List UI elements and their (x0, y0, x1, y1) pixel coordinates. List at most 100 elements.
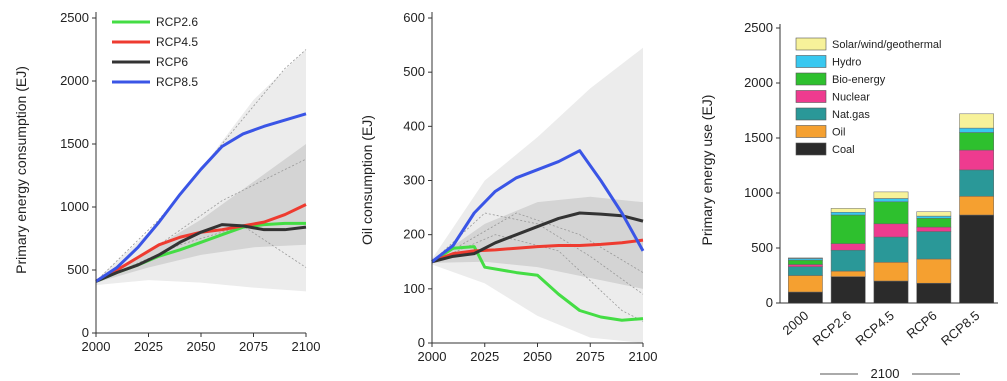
series-line-rcp8-5 (95, 112, 307, 283)
range-band-2 (432, 196, 643, 289)
y-tick-label: 1000 (60, 199, 89, 214)
x-tick-label: 2075 (239, 339, 268, 354)
x-tick-label: 2025 (134, 339, 163, 354)
legend-label: RCP2.6 (156, 15, 198, 29)
bar-segment-coal (959, 214, 994, 304)
bar-segment-nat-gas (916, 231, 952, 260)
bar-segment-solar-wind-geothermal (788, 257, 823, 259)
legend-swatch (795, 107, 827, 121)
y-axis-label: Primary energy use (EJ) (699, 95, 715, 246)
y-tick-label: 2000 (60, 73, 89, 88)
legend-label: RCP4.5 (156, 35, 198, 49)
x-tick-label: 2075 (576, 349, 605, 364)
legend-label: Nat.gas (832, 109, 870, 121)
bar-segment-coal (873, 280, 909, 304)
x-tick-label: 2050 (523, 349, 552, 364)
bar-segment-oil (959, 196, 994, 216)
series-lines (95, 112, 307, 283)
series-line-rcp2-6 (431, 245, 644, 322)
x-tick-label: RCP8.5 (938, 308, 983, 349)
axes: 0 100 200 300 400 500 600 2000 2025 2050 2075 2100 (403, 10, 657, 364)
bar-segment-nat-gas (788, 266, 823, 276)
axes: 0 500 1000 1500 2000 2500 2000 2025 2050 2075 2100 (60, 10, 320, 354)
bar-segment-coal (788, 291, 823, 304)
y-tick-label: 0 (766, 295, 773, 310)
legend-label: RCP6 (156, 55, 188, 69)
legend-swatch (795, 55, 827, 68)
y-tick-label: 400 (403, 118, 425, 133)
bar-segment-nat-gas (959, 169, 994, 197)
bar-segment-solar-wind-geothermal (830, 208, 866, 213)
bar-segment-nuclear (788, 264, 823, 267)
bar-segment-nuclear (959, 149, 994, 171)
y-tick-label: 500 (751, 240, 773, 255)
legend: RCP2.6 RCP4.5 RCP6 RCP8.5 (112, 15, 198, 89)
series-line-rcp6 (95, 223, 307, 283)
legend-label: Solar/wind/geothermal (832, 39, 941, 51)
group-label: 2100 (820, 366, 960, 381)
legend-swatch (795, 72, 827, 86)
x-tick-label: 2000 (82, 339, 111, 354)
scenario-trace-1 (431, 212, 644, 295)
primary-energy-chart: 0 500 1000 1500 2000 2500 2000 2025 2050 2075 2100… (13, 10, 320, 354)
legend-label: Oil (832, 127, 845, 139)
bar-segment-bio-energy (916, 218, 952, 228)
bar-segment-nat-gas (873, 236, 909, 263)
bar-segment-hydro (916, 215, 952, 219)
y-axis-label: Oil consumption (EJ) (359, 115, 375, 245)
y-tick-label: 200 (403, 227, 425, 242)
x-tick-label: 2000 (780, 308, 812, 338)
scenario-range-bands (431, 47, 644, 344)
range-band-2 (96, 144, 306, 283)
legend-label: Bio-energy (832, 74, 886, 86)
legend-label: Nuclear (832, 92, 870, 104)
x-tick-label: 2100 (629, 349, 658, 364)
bar-segment-nuclear (916, 226, 952, 232)
legend-label: RCP8.5 (156, 75, 198, 89)
y-tick-label: 100 (403, 281, 425, 296)
x-tick-label: 2025 (470, 349, 499, 364)
bar-segment-bio-energy (788, 259, 823, 265)
y-tick-label: 0 (82, 325, 89, 340)
x-tick-label: RCP6 (904, 308, 940, 342)
scenario-trace-2 (431, 234, 644, 322)
bar-segment-hydro (873, 198, 909, 203)
group-label-text: 2100 (871, 366, 900, 381)
y-tick-label: 2500 (744, 20, 773, 35)
bar-segment-oil (873, 262, 909, 282)
legend-swatch (795, 37, 827, 51)
x-tick-label: RCP2.6 (810, 308, 855, 349)
series-lines (431, 149, 645, 322)
x-tick-label: 2000 (418, 349, 447, 364)
series-line-rcp6 (431, 211, 644, 264)
y-tick-label: 1500 (60, 136, 89, 151)
bar-segment-solar-wind-geothermal (959, 113, 994, 129)
bar-segment-nat-gas (830, 249, 866, 272)
bar-segment-bio-energy (873, 201, 909, 225)
bar-segment-nuclear (830, 243, 866, 251)
bar-segment-nuclear (873, 223, 909, 238)
legend-label: Hydro (832, 57, 861, 69)
x-tick-label: RCP4.5 (852, 308, 897, 349)
bar-segment-bio-energy (959, 132, 994, 151)
scenario-trace-1 (431, 212, 644, 273)
series-line-rcp4-5 (431, 238, 644, 264)
legend-swatch (795, 90, 827, 103)
bar-segment-oil (788, 275, 823, 293)
legend: Solar/wind/geothermal Hydro Bio-energy Nucl… (795, 37, 941, 156)
x-tick-label: 2100 (292, 339, 321, 354)
x-tick-label: 2050 (187, 339, 216, 354)
y-tick-label: 2000 (744, 75, 773, 90)
bar-segment-solar-wind-geothermal (916, 211, 952, 217)
bar-segment-oil (830, 270, 866, 277)
bar-segment-solar-wind-geothermal (873, 191, 909, 199)
bar-segment-bio-energy (830, 214, 866, 244)
scenario-trace-2 (95, 225, 307, 282)
y-tick-label: 300 (403, 173, 425, 188)
bar-segment-coal (916, 282, 952, 304)
y-tick-label: 0 (418, 335, 425, 350)
bar-segment-coal (830, 276, 866, 304)
